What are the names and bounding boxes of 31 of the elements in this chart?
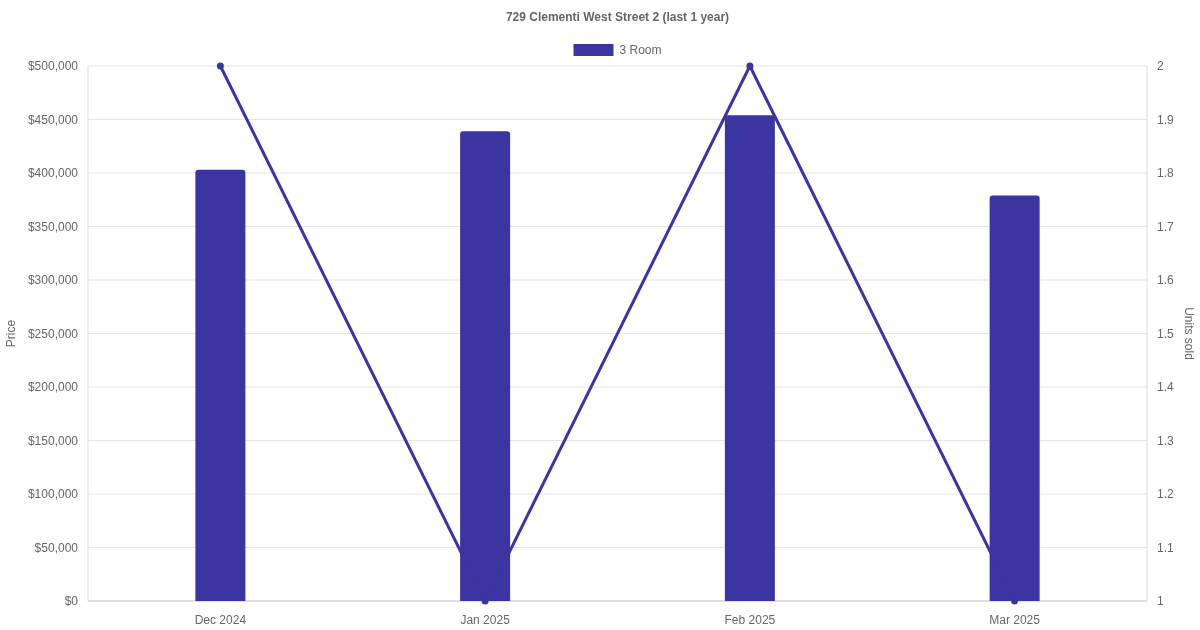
y2-tick-label: 2	[1157, 59, 1164, 73]
y2-tick-label: 1.4	[1157, 380, 1175, 394]
y-tick-label: $400,000	[27, 166, 79, 180]
y-axis-title: Price	[4, 319, 18, 348]
x-tick-label: Mar 2025	[989, 613, 1041, 627]
y2-tick-label: 1.8	[1157, 166, 1175, 180]
y2-tick-label: 1.5	[1157, 326, 1175, 341]
y-tick-label: $200,000	[27, 380, 79, 394]
y2-axis-title: Units sold	[1182, 307, 1196, 360]
y2-tick-label: 1.3	[1157, 433, 1175, 448]
y2-tick-label: 1.7	[1157, 219, 1175, 234]
chart-title: 729 Clementi West Street 2 (last 1 year)	[505, 10, 730, 24]
y-tick-label: $150,000	[27, 433, 79, 448]
bar	[195, 169, 246, 601]
y-tick-label: $0	[64, 594, 79, 608]
y2-tick-label: 1	[1157, 594, 1164, 608]
x-tick-label: Dec 2024	[194, 613, 247, 627]
y2-tick-label: 1.9	[1157, 112, 1175, 127]
x-tick-label: Jan 2025	[460, 613, 511, 627]
legend-label: 3 Room	[619, 43, 662, 57]
y-tick-label: $100,000	[27, 487, 79, 501]
y2-tick-label: 1.2	[1157, 487, 1175, 501]
y-tick-label: $300,000	[27, 273, 79, 287]
y2-tick-label: 1.6	[1157, 273, 1175, 287]
y-tick-label: $450,000	[27, 112, 79, 127]
y-tick-label: $250,000	[27, 326, 79, 341]
y2-tick-label: 1.1	[1157, 540, 1175, 555]
y-tick-label: $50,000	[34, 540, 79, 555]
y-tick-label: $350,000	[27, 219, 79, 234]
x-tick-label: Feb 2025	[724, 613, 776, 627]
y-tick-label: $500,000	[27, 59, 79, 73]
